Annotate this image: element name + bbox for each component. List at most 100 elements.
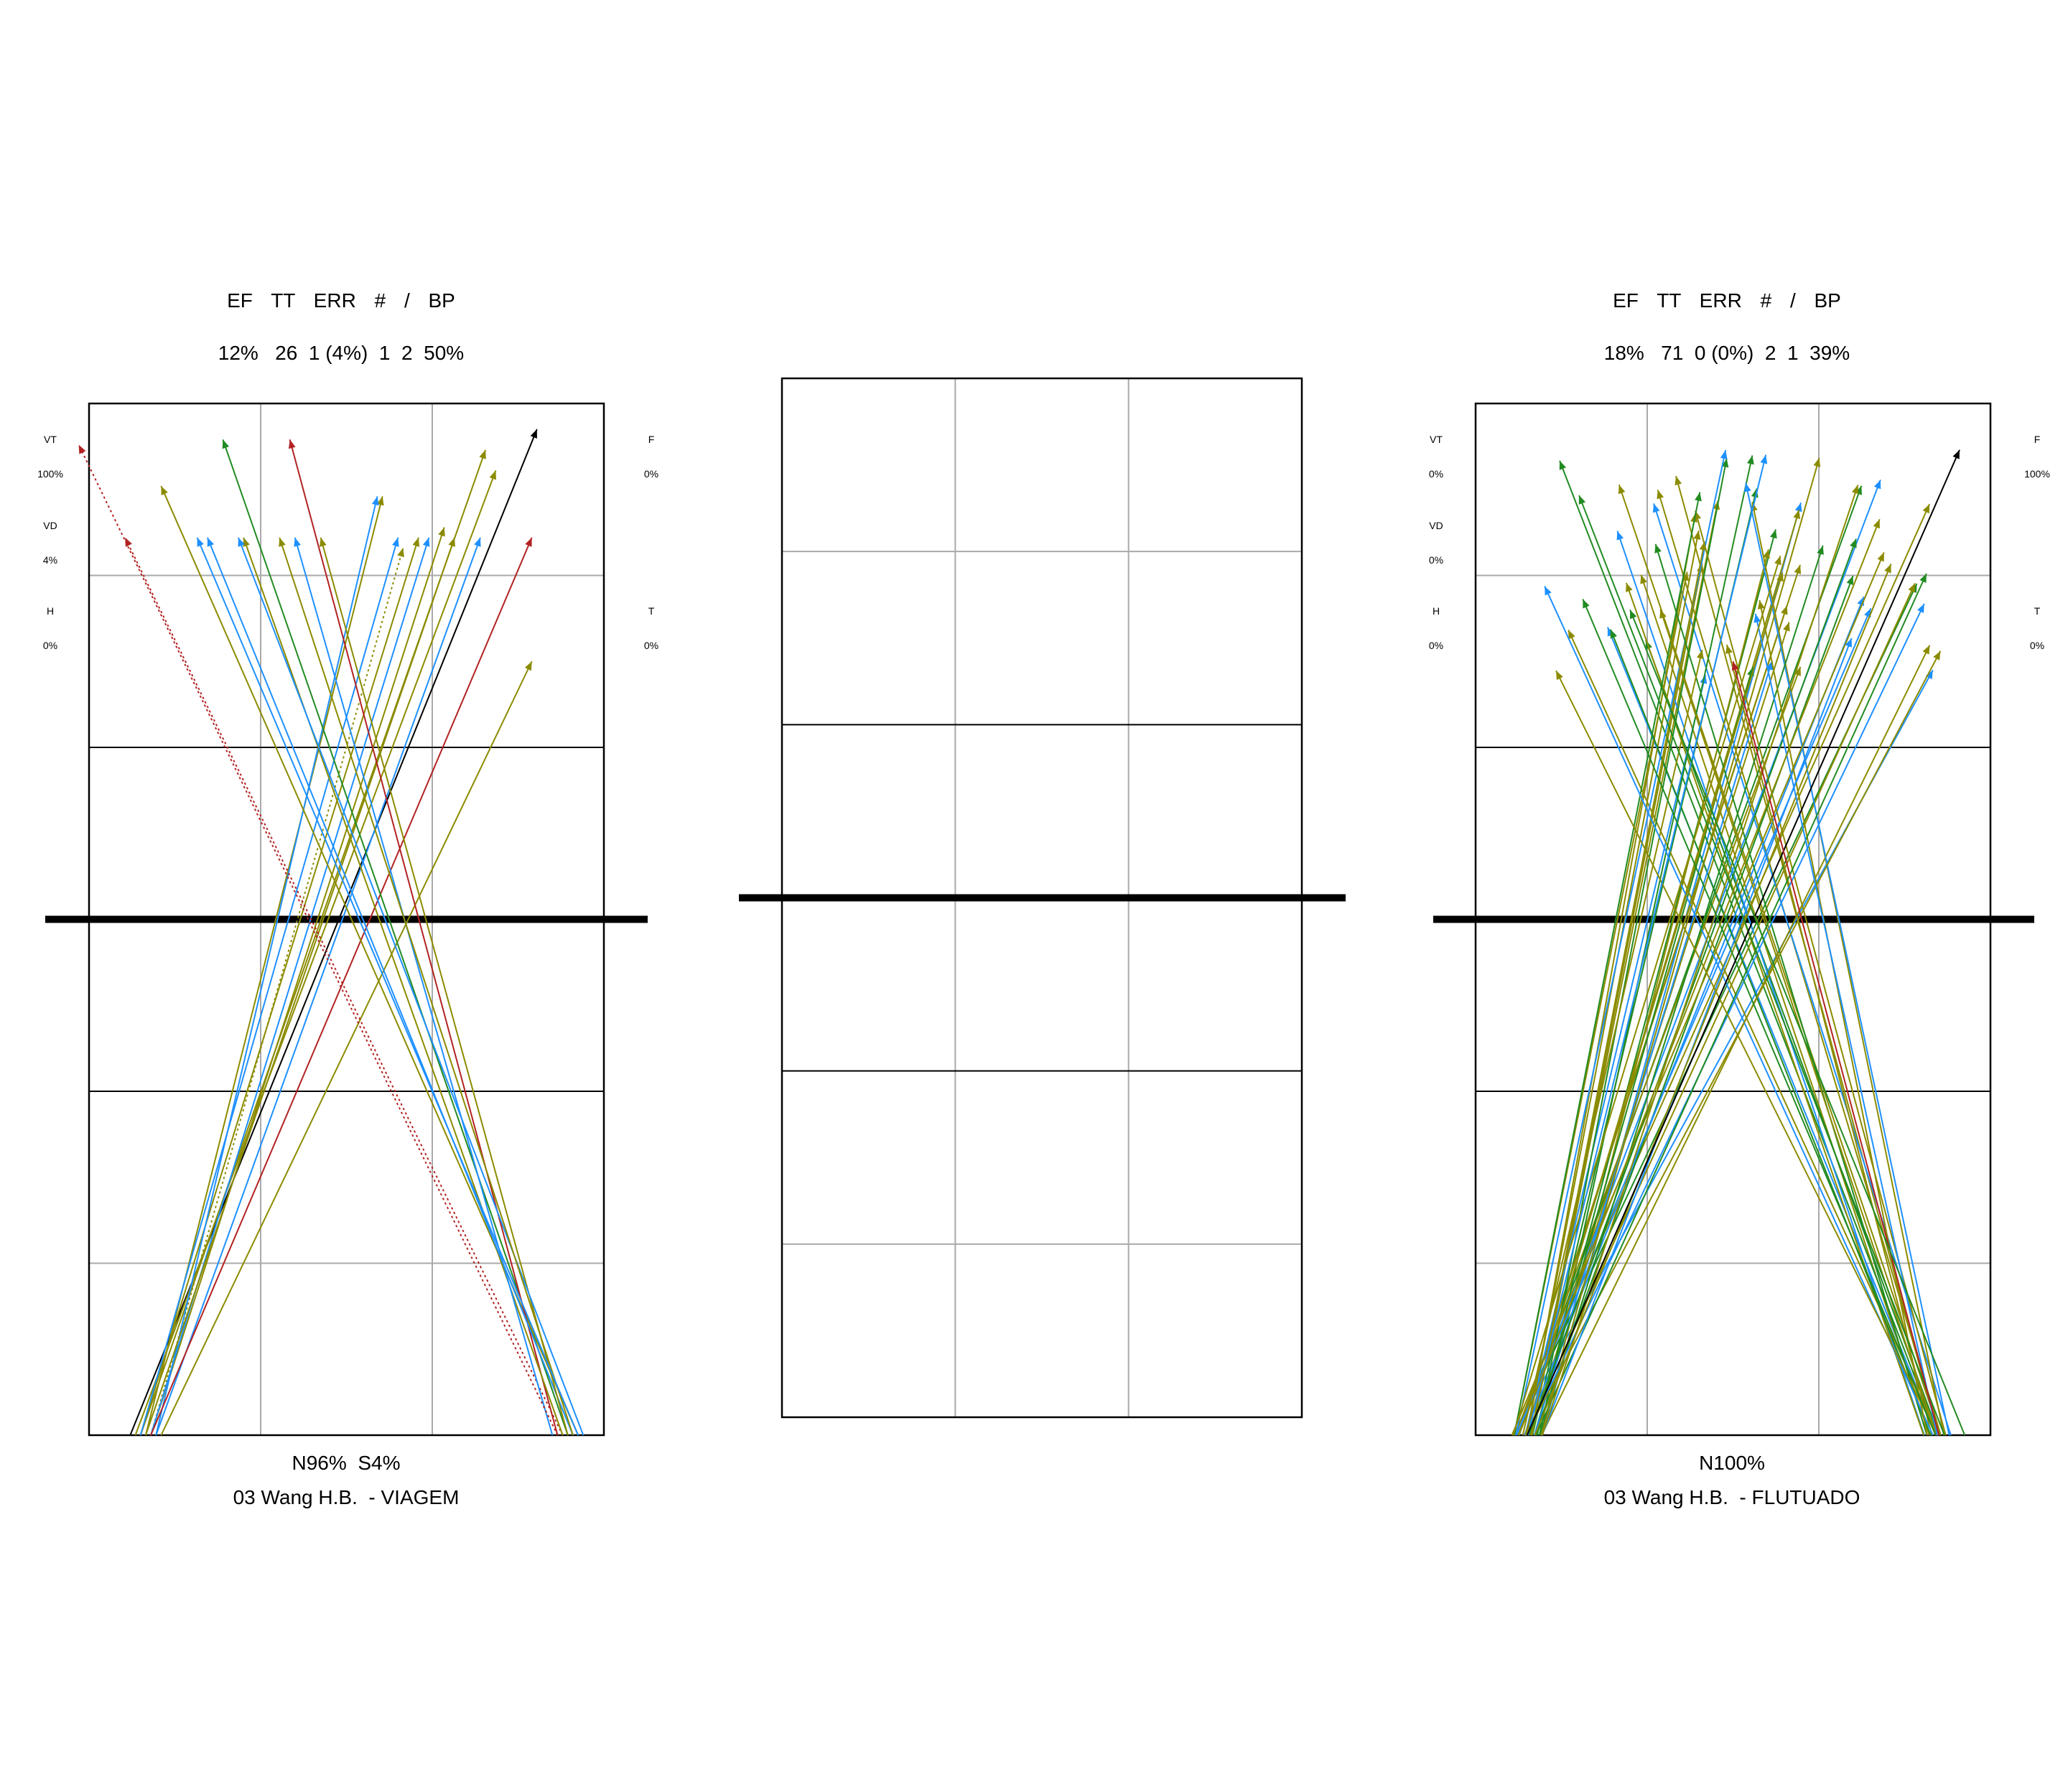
right-footer-pct: N100% [1699,1452,1765,1474]
right-trajectory-58 [1535,573,1927,1436]
left-arrowhead-10 [474,537,481,547]
right-arrowhead-70 [1873,519,1880,529]
left-arrowhead-8 [422,537,430,547]
right-header-values: 18% 71 0 (0%) 2 1 39% [1603,342,1850,364]
right-vd-value: 0% [1428,554,1444,566]
left-t-label: T [648,605,655,617]
right-trajectory-67 [1527,454,1767,1436]
left-footer-pct: N96% S4% [292,1452,401,1474]
left-arrowhead-12 [525,537,532,547]
left-vd-value: 4% [42,554,58,566]
right-trajectory-70 [1518,518,1881,1436]
right-trajectory-32 [1524,582,1916,1436]
left-trajectory-7 [155,496,378,1436]
right-trajectories [1511,449,1966,1436]
right-trajectory-48 [1695,510,1947,1436]
right-trajectory-62 [1534,564,1892,1436]
right-arrowhead-55 [1917,603,1924,613]
left-arrowhead-5 [412,537,420,547]
right-t-label: T [2034,605,2041,617]
left-header-label-2: ERR [313,289,356,312]
left-trajectory-5 [139,537,419,1436]
left-trajectory-2 [134,470,497,1436]
left-header-label-3: # [374,289,386,312]
right-f-label: F [2034,434,2041,445]
left-arrowhead-11 [448,537,455,547]
right-trajectory-6 [1657,490,1942,1436]
right-arrowhead-46 [1877,552,1884,562]
left-arrowhead-6 [438,527,445,537]
right-arrowhead-37 [1721,458,1729,468]
right-arrowhead-27 [1616,531,1624,541]
left-trajectory-19 [206,537,574,1436]
right-arrowhead-33 [1568,630,1575,640]
right-arrowhead-20 [1763,549,1770,559]
right-arrowhead-67 [1760,454,1768,465]
left-arrowhead-24 [78,444,86,454]
left-vt-label: VT [44,434,57,445]
right-trajectory-64 [1512,555,1781,1436]
left-header-label-4: / [404,289,410,312]
right-trajectory-50 [1513,492,1701,1436]
courts-layer [45,377,2034,1437]
right-arrowhead-24 [1725,645,1733,654]
right-arrowhead-63 [1753,613,1761,623]
right-header-label-4: / [1789,289,1796,312]
right-trajectory-44 [1530,541,1705,1436]
right-vd-label: VD [1429,520,1443,531]
right-trajectory-17 [1531,500,1719,1436]
right-arrowhead-43 [1720,449,1728,459]
left-arrowhead-19 [207,537,215,547]
right-trajectory-59 [1541,638,1853,1436]
left-trajectory-23 [279,537,574,1436]
left-trajectory-22 [237,537,584,1436]
right-trajectory-46 [1511,551,1885,1436]
left-arrowhead-17 [125,537,132,547]
right-arrowhead-69 [1583,599,1590,609]
right-arrowhead-14 [1922,504,1930,514]
left-header-labels: EF TT ERR # / BP [227,289,455,312]
left-h-value: 0% [42,640,58,651]
right-arrowhead-28 [1781,605,1788,615]
right-header-labels: EF TT ERR # / BP [1613,289,1841,312]
right-arrowhead-9 [1640,574,1647,584]
right-trajectory-51 [1544,586,1934,1436]
right-trajectory-35 [1515,607,1872,1436]
left-arrowhead-20 [320,537,327,547]
left-arrowhead-16 [288,439,296,449]
right-arrowhead-62 [1884,564,1891,574]
right-trajectory-55 [1526,603,1925,1436]
right-accent-arrow-1 [1731,661,1739,671]
right-trajectory-24 [1725,644,1933,1436]
left-header-values: 12% 26 1 (4%) 1 2 50% [218,342,465,364]
left-header-label-5: BP [428,289,455,312]
right-trajectory-45 [1654,543,1928,1436]
right-trajectory-60 [1555,670,1938,1436]
right-arrowhead-42 [1610,629,1618,639]
right-arrowhead-23 [1873,480,1881,490]
left-arrowhead-13 [524,661,532,671]
left-arrowhead-25 [197,537,204,547]
right-h-label: H [1432,605,1440,617]
left-trajectory-6 [150,527,445,1436]
left-trajectory-17 [124,537,564,1436]
right-arrowhead-30 [1626,582,1633,592]
left-f-label: F [648,434,655,445]
left-trajectory-18 [243,537,564,1436]
right-trajectory-37 [1536,458,1728,1436]
right-arrowhead-53 [1817,545,1824,555]
left-trajectory-21 [294,537,554,1436]
right-arrowhead-35 [1864,608,1871,618]
right-trajectory-26 [1534,575,1854,1436]
right-arrowhead-57 [1659,609,1667,619]
right-arrowhead-52 [1776,572,1784,582]
right-trajectory-33 [1568,630,1939,1436]
left-header-label-1: TT [271,289,295,312]
right-arrowhead-15 [1652,503,1660,513]
right-trajectory-68 [1540,457,1820,1436]
left-trajectory-13 [160,661,533,1436]
right-arrowhead-32 [1908,583,1916,593]
right-trajectory-65 [1541,485,1859,1436]
right-arrowhead-16 [1783,622,1790,632]
